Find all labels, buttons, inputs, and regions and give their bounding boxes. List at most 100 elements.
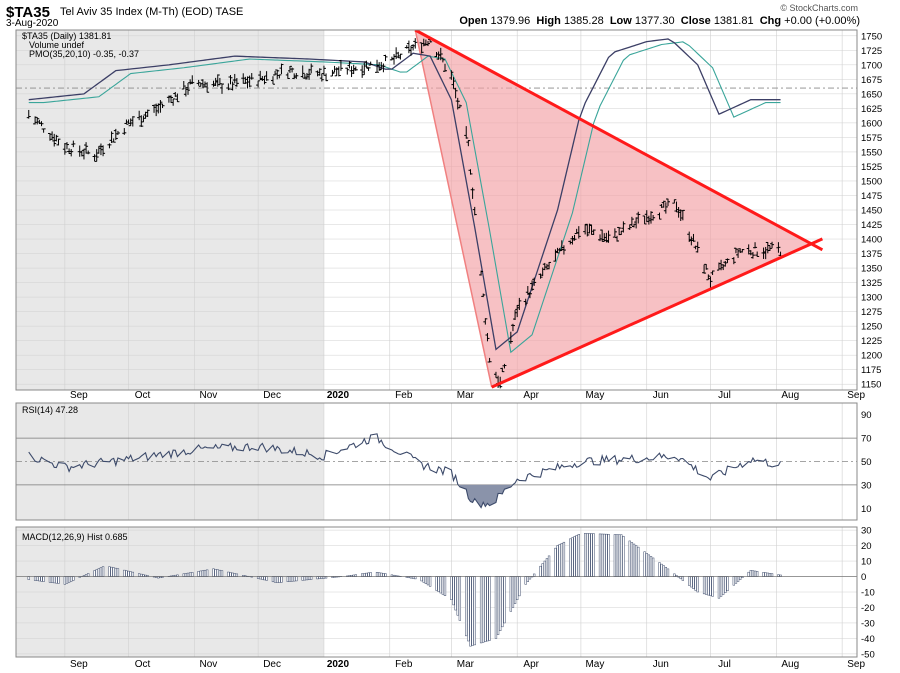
macd-hist-bar xyxy=(271,576,275,583)
macd-hist-bar xyxy=(384,573,387,577)
macd-hist-bar xyxy=(53,576,56,584)
macd-hist-bar xyxy=(276,576,279,583)
macd-hist-bar xyxy=(749,570,752,577)
macd-hist-bar xyxy=(562,541,566,577)
price-bar xyxy=(381,63,386,73)
price-bar xyxy=(122,128,127,135)
price-bar xyxy=(704,263,709,270)
low-value: 1377.30 xyxy=(634,15,675,27)
price-bar xyxy=(368,61,373,66)
index-name-text: Tel Aviv 35 Index (M-Th) (EOD) xyxy=(60,6,213,18)
panel-frames xyxy=(15,29,858,658)
price-bar xyxy=(617,226,622,236)
price-bar xyxy=(279,63,284,75)
macd-hist-bar xyxy=(42,576,45,582)
macd-hist-bar xyxy=(622,536,625,577)
macd-tick-label: -30 xyxy=(861,618,875,629)
price-bar xyxy=(740,248,745,253)
macd-hist-bar xyxy=(666,568,670,577)
axis-labels: Sep Sep Oct Oct Nov Nov Dec Dec 2020 2020 Feb Feb Ma… xyxy=(70,31,882,670)
macd-hist-bar xyxy=(620,534,623,577)
macd-hist-bar xyxy=(112,567,115,577)
macd-hist-bar xyxy=(473,576,476,646)
macd-hist-bar xyxy=(70,576,73,582)
price-bar xyxy=(175,93,180,103)
price-tick-label: 1700 xyxy=(861,60,882,71)
price-bar xyxy=(64,142,69,150)
price-bar xyxy=(464,126,469,139)
macd-hist-bar xyxy=(471,576,474,646)
macd-hist-bar xyxy=(696,576,699,593)
price-bar xyxy=(547,261,552,270)
macd-hist-bar xyxy=(414,576,417,580)
low-label: Low xyxy=(609,15,632,27)
macd-hist-bar xyxy=(426,576,430,586)
macd-hist-bar xyxy=(673,573,676,577)
price-bar xyxy=(725,258,730,263)
macd-tick-label: -40 xyxy=(861,634,875,645)
macd-hist-bar xyxy=(558,544,561,577)
price-tick-label: 1725 xyxy=(861,46,882,57)
price-bar xyxy=(576,226,581,239)
price-bar xyxy=(215,74,220,87)
price-bar xyxy=(767,245,772,252)
macd-hist-bar xyxy=(452,576,455,606)
rsi-tick-label: 30 xyxy=(861,480,872,491)
macd-hist-bar xyxy=(528,576,532,580)
macd-hist-bar xyxy=(420,576,423,582)
month-tick-label: Apr xyxy=(523,390,539,401)
price-tick-label: 1375 xyxy=(861,249,882,260)
price-bar xyxy=(347,61,352,69)
macd-tick-label: 30 xyxy=(861,526,872,537)
macd-hist-bar xyxy=(739,576,742,580)
macd-hist-bar xyxy=(511,576,515,608)
macd-hist-bar xyxy=(482,576,485,643)
macd-hist-bar xyxy=(494,576,498,639)
macd-hist-bar xyxy=(705,576,708,595)
macd-hist-bar xyxy=(123,569,126,577)
macd-hist-bar xyxy=(645,553,648,577)
price-bar xyxy=(426,41,431,47)
macd-hist-bar xyxy=(261,576,264,580)
close-value: 1381.81 xyxy=(713,15,754,27)
macd-hist-bar xyxy=(303,576,306,581)
macd-hist-bar xyxy=(197,571,200,577)
macd-hist-bar xyxy=(199,570,202,577)
macd-hist-bar xyxy=(509,576,512,612)
price-bar xyxy=(364,60,369,68)
price-tick-label: 1225 xyxy=(861,336,882,347)
macd-hist-bar xyxy=(486,576,489,642)
macd-hist-bar xyxy=(361,573,364,577)
month-tick-label: May xyxy=(585,659,604,670)
price-tick-label: 1250 xyxy=(861,322,882,333)
month-tick-label: Sep xyxy=(70,659,88,670)
macd-hist-bar xyxy=(84,574,88,577)
macd-hist-bar xyxy=(756,571,759,577)
price-bar xyxy=(285,72,290,79)
price-bar xyxy=(468,169,473,175)
macd-hist-bar xyxy=(590,533,593,577)
price-bar xyxy=(661,200,666,208)
macd-hist-bar xyxy=(263,576,266,581)
month-tick-label: Jun xyxy=(653,390,669,401)
month-tick-label: 2020 xyxy=(327,659,350,670)
price-bar xyxy=(26,109,31,119)
price-bar xyxy=(636,211,641,224)
macd-hist-bar xyxy=(719,576,723,597)
high-label: High xyxy=(536,15,561,27)
macd-hist-bar xyxy=(318,576,321,579)
pmo-line xyxy=(28,38,781,351)
price-bar xyxy=(287,65,292,73)
month-tick-label: Oct xyxy=(135,659,151,670)
macd-hist-bar xyxy=(556,545,559,577)
macd-hist-bar xyxy=(95,569,98,577)
macd-hist-bar xyxy=(707,576,710,596)
price-bar xyxy=(481,293,486,298)
price-bar xyxy=(648,211,653,224)
macd-hist-bar xyxy=(99,567,103,577)
macd-hist-bar xyxy=(573,536,576,577)
macd-hist-bar xyxy=(679,576,682,580)
macd-hist-bar xyxy=(27,576,30,580)
price-bar xyxy=(307,68,312,80)
macd-hist-bar xyxy=(443,576,447,596)
